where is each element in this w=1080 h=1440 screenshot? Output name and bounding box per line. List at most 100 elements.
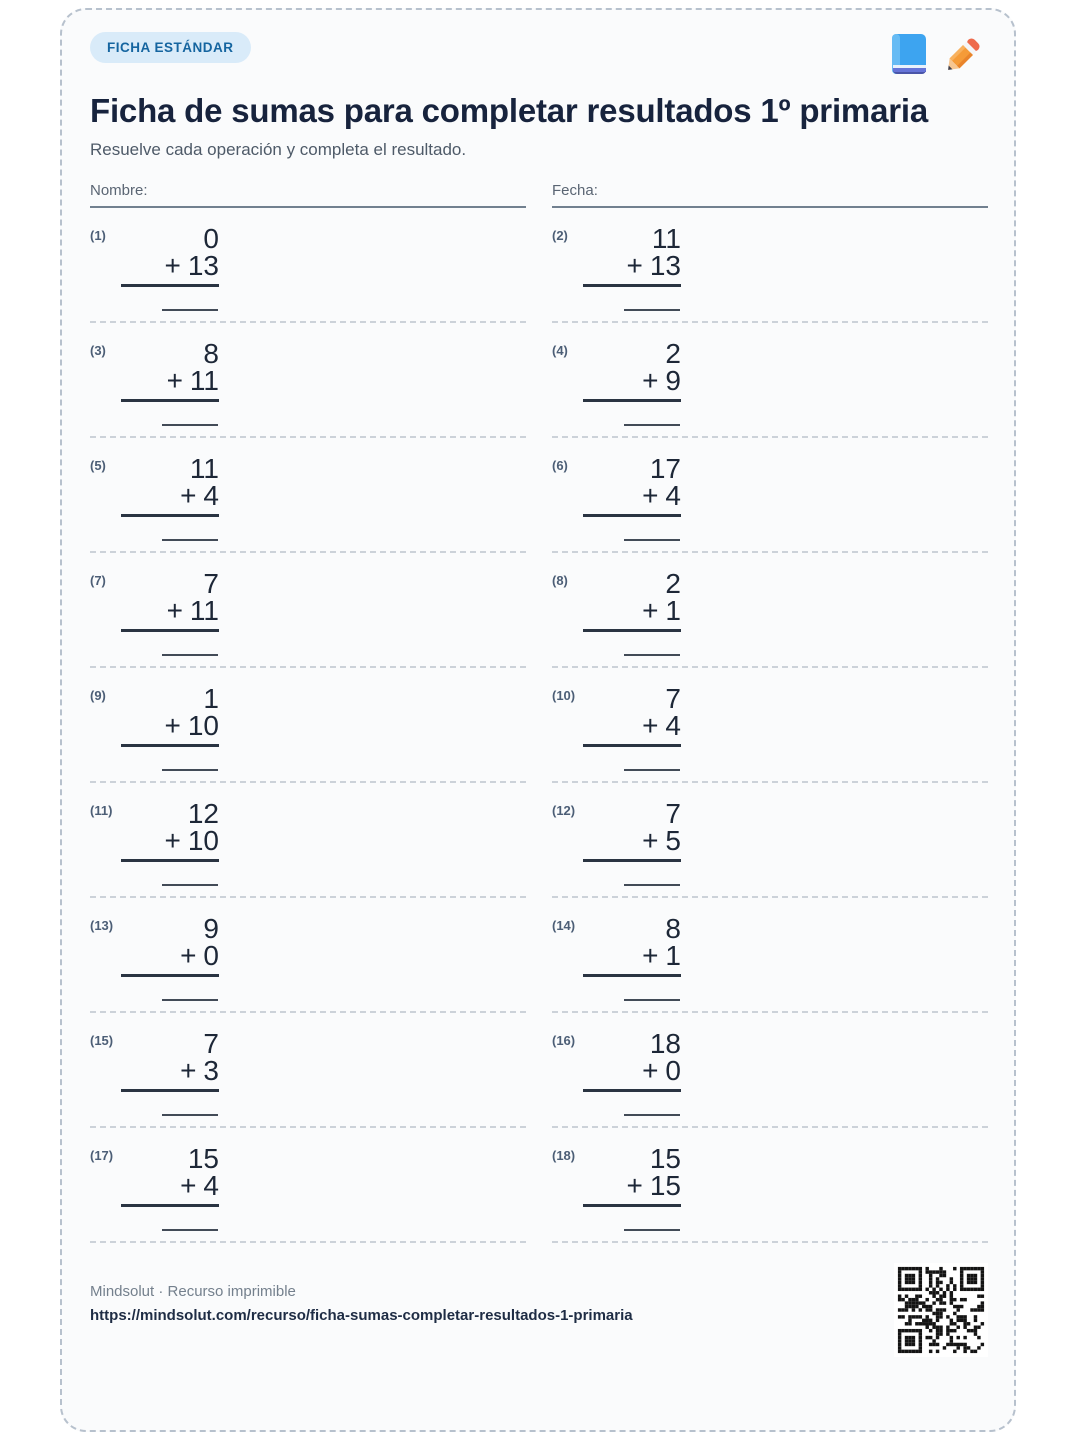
plus-operator: + [180,1169,197,1201]
answer-line [624,538,680,541]
book-icon [892,34,926,74]
problem-cell: (18) 15 +15 [552,1128,988,1243]
addend-top: 7 [203,567,219,599]
addend-top: 2 [665,337,681,369]
plus-operator: + [642,364,659,396]
sum-line [583,398,681,402]
answer-line [624,998,680,1001]
answer-line [162,883,218,886]
problem-number: (17) [90,1147,114,1163]
plus-operator: + [166,364,183,396]
addend-bottom-row: +0 [583,1054,681,1086]
worksheet-card: FICHA ESTÁNDAR [60,8,1016,1432]
addend-top: 11 [651,222,681,254]
problem-number: (3) [90,342,106,358]
plus-operator: + [164,824,181,856]
answer-line [624,423,680,426]
addend-top: 9 [203,912,219,944]
addend-bottom-row: +1 [583,594,681,626]
problem-number: (16) [552,1032,576,1048]
sum-line [583,1203,681,1207]
addend-bottom: 0 [665,1054,681,1086]
problem-cell: (7) 7 +11 [90,553,526,668]
addition-block: 8 +11 [121,337,219,426]
problem-number: (15) [90,1032,114,1048]
answer-line [624,653,680,656]
addend-bottom: 10 [187,709,219,741]
problem-cell: (12) 7 +5 [552,783,988,898]
sum-line [583,1088,681,1092]
sum-line [121,858,219,862]
problem-cell: (4) 2 +9 [552,323,988,438]
plus-operator: + [164,709,181,741]
footer: Mindsolut · Recurso imprimible https://m… [90,1262,988,1357]
answer-line [162,653,218,656]
problem-number: (13) [90,917,114,933]
addend-top: 7 [203,1027,219,1059]
sum-line [121,628,219,632]
addend-bottom: 4 [203,479,219,511]
plus-operator: + [642,824,659,856]
addend-bottom-row: +4 [583,711,681,739]
addend-bottom-row: +9 [583,364,681,396]
plus-operator: + [642,594,659,626]
sum-line [583,743,681,747]
problem-number: (6) [552,457,568,473]
answer-line [162,768,218,771]
sum-line [583,283,681,287]
sum-line [583,973,681,977]
sum-line [121,283,219,287]
plus-operator: + [626,249,643,281]
problem-number: (8) [552,572,568,588]
answer-line [624,1228,680,1231]
addend-top: 7 [665,797,681,829]
name-field: Nombre: [90,182,526,208]
addend-bottom-row: +5 [583,824,681,856]
page-subtitle: Resuelve cada operación y completa el re… [90,139,467,159]
sum-line [121,1088,219,1092]
addend-top: 1 [203,682,219,714]
plus-operator: + [180,1054,197,1086]
addition-block: 17 +4 [583,454,681,541]
addition-block: 12 +10 [121,799,219,886]
sum-line [583,858,681,862]
standard-sheet-badge: FICHA ESTÁNDAR [90,32,251,63]
problem-number: (9) [90,687,106,703]
problem-cell: (3) 8 +11 [90,323,526,438]
addition-block: 7 +11 [121,567,219,656]
problem-number: (7) [90,572,106,588]
problem-cell: (6) 17 +4 [552,438,988,553]
addition-block: 2 +9 [583,337,681,426]
addend-top: 0 [203,222,219,254]
addend-bottom-row: +13 [583,249,681,281]
sum-line [121,973,219,977]
problem-number: (5) [90,457,106,473]
addend-top: 7 [665,682,681,714]
problem-cell: (14) 8 +1 [552,898,988,1013]
addend-top: 8 [203,337,219,369]
sum-line [583,628,681,632]
sum-line [121,398,219,402]
name-date-row: Nombre: Fecha: [90,182,988,208]
answer-line [162,1228,218,1231]
problem-cell: (2) 11 +13 [552,208,988,323]
addend-bottom-row: +11 [121,594,219,626]
sum-line [121,1203,219,1207]
footer-url-link[interactable]: https://mindsolut.com/recurso/ficha-suma… [90,1306,633,1324]
addition-block: 9 +0 [121,912,219,1001]
date-label: Fecha: [552,181,598,199]
problem-number: (1) [90,227,106,243]
addend-top: 18 [649,1027,681,1059]
problem-number: (10) [552,687,576,703]
addend-bottom-row: +10 [121,824,219,856]
answer-line [162,998,218,1001]
addend-bottom-row: +10 [121,709,219,741]
addend-bottom: 11 [189,594,219,626]
plus-operator: + [626,1169,643,1201]
answer-line [162,538,218,541]
addend-bottom-row: +13 [121,251,219,279]
name-label: Nombre: [90,181,148,199]
plus-operator: + [180,939,197,971]
answer-line [624,768,680,771]
addition-block: 11 +13 [583,222,681,311]
